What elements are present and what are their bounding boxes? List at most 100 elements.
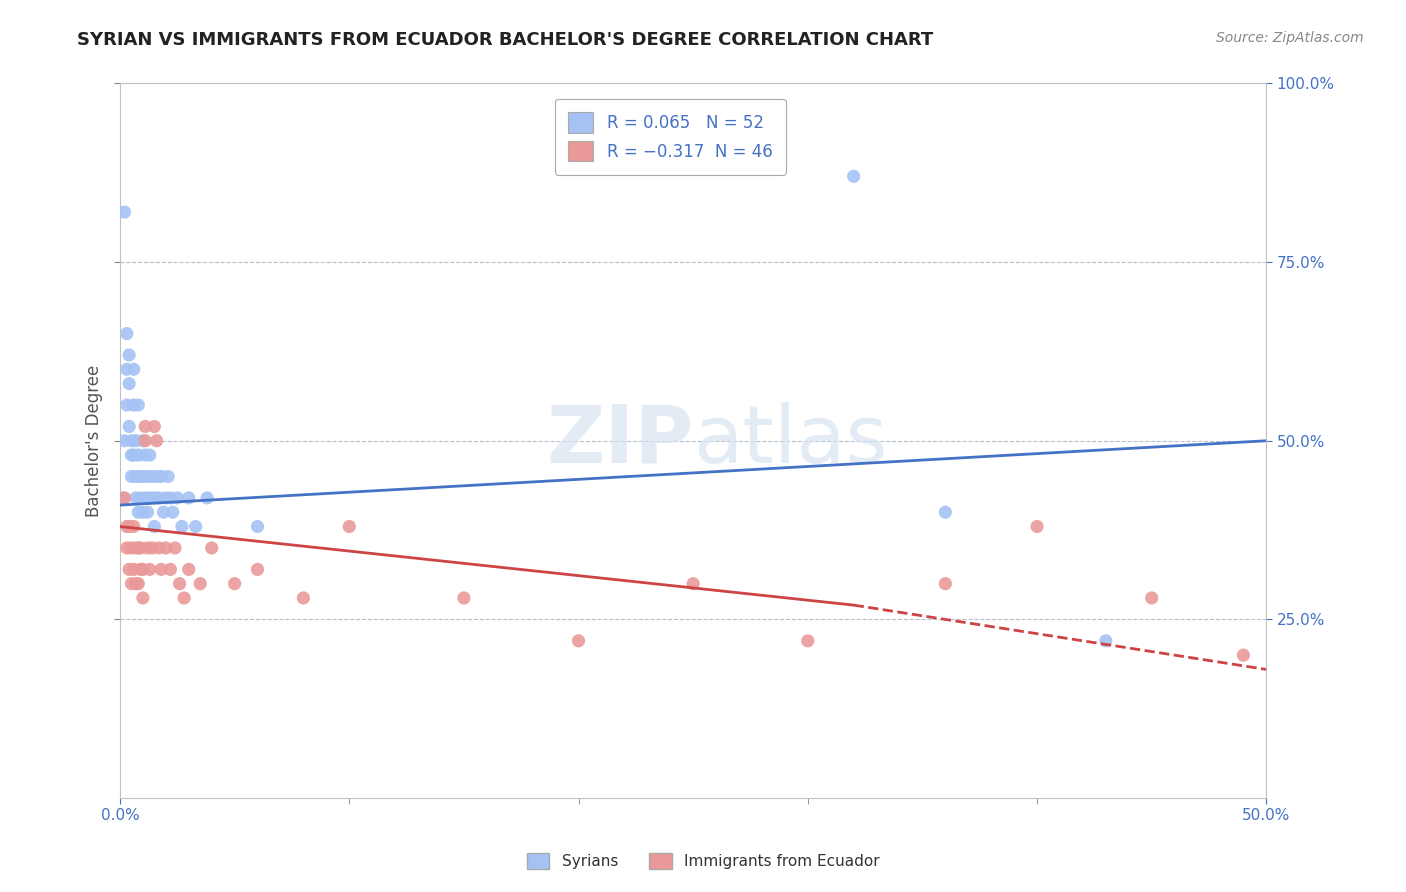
Point [127,541,149,555]
Point [120,469,142,483]
Point [134,448,156,462]
Point [125,469,148,483]
Point [129,491,152,505]
Point [118,348,141,362]
Point [139,562,162,576]
Point [115,326,138,341]
Point [148,491,170,505]
Point [173,591,195,605]
Point [139,491,162,505]
Point [122,362,145,376]
Point [115,519,138,533]
Point [155,491,177,505]
Point [132,505,155,519]
Point [1232,648,1254,662]
Point [169,576,191,591]
Point [145,469,167,483]
Point [159,562,181,576]
Point [201,541,224,555]
Point [122,519,145,533]
Point [115,362,138,376]
Point [177,491,200,505]
Point [118,376,141,391]
Point [934,505,956,519]
Point [337,519,360,533]
Point [127,576,149,591]
Point [797,633,820,648]
Point [111,491,134,505]
Point [114,491,136,505]
Point [127,398,149,412]
Point [152,505,174,519]
Point [166,491,188,505]
Point [125,491,148,505]
Point [134,419,156,434]
Point [148,541,170,555]
Point [132,591,155,605]
Point [292,591,315,605]
Point [1095,633,1118,648]
Text: Source: ZipAtlas.com: Source: ZipAtlas.com [1216,31,1364,45]
Point [114,205,136,219]
Point [145,434,167,448]
Point [132,434,155,448]
Point [125,576,148,591]
Point [127,448,149,462]
Point [122,398,145,412]
Point [120,576,142,591]
Point [132,469,155,483]
Point [120,541,142,555]
Point [122,448,145,462]
Point [118,562,141,576]
Point [136,505,159,519]
Point [136,469,159,483]
Y-axis label: Bachelor's Degree: Bachelor's Degree [86,365,103,516]
Point [125,541,148,555]
Point [567,633,589,648]
Point [682,576,704,591]
Point [129,562,152,576]
Point [246,562,269,576]
Point [125,434,148,448]
Point [224,576,246,591]
Point [163,541,186,555]
Point [150,469,173,483]
Point [170,519,193,533]
Text: atlas: atlas [693,401,887,480]
Text: ZIP: ZIP [546,401,693,480]
Point [134,434,156,448]
Point [842,169,865,184]
Point [141,541,163,555]
Point [184,519,207,533]
Point [118,419,141,434]
Legend: R = 0.065   N = 52, R = −0.317  N = 46: R = 0.065 N = 52, R = −0.317 N = 46 [555,99,786,175]
Text: SYRIAN VS IMMIGRANTS FROM ECUADOR BACHELOR'S DEGREE CORRELATION CHART: SYRIAN VS IMMIGRANTS FROM ECUADOR BACHEL… [77,31,934,49]
Point [114,434,136,448]
Point [143,519,166,533]
Point [453,591,475,605]
Point [195,491,218,505]
Legend: Syrians, Immigrants from Ecuador: Syrians, Immigrants from Ecuador [520,847,886,875]
Point [132,562,155,576]
Point [143,491,166,505]
Point [143,419,166,434]
Point [127,505,149,519]
Point [162,505,184,519]
Point [246,519,269,533]
Point [141,469,163,483]
Point [157,469,180,483]
Point [177,562,200,576]
Point [139,448,162,462]
Point [120,434,142,448]
Point [115,398,138,412]
Point [1140,591,1163,605]
Point [1026,519,1049,533]
Point [934,576,956,591]
Point [188,576,211,591]
Point [159,491,181,505]
Point [120,448,142,462]
Point [155,541,177,555]
Point [136,541,159,555]
Point [134,491,156,505]
Point [129,469,152,483]
